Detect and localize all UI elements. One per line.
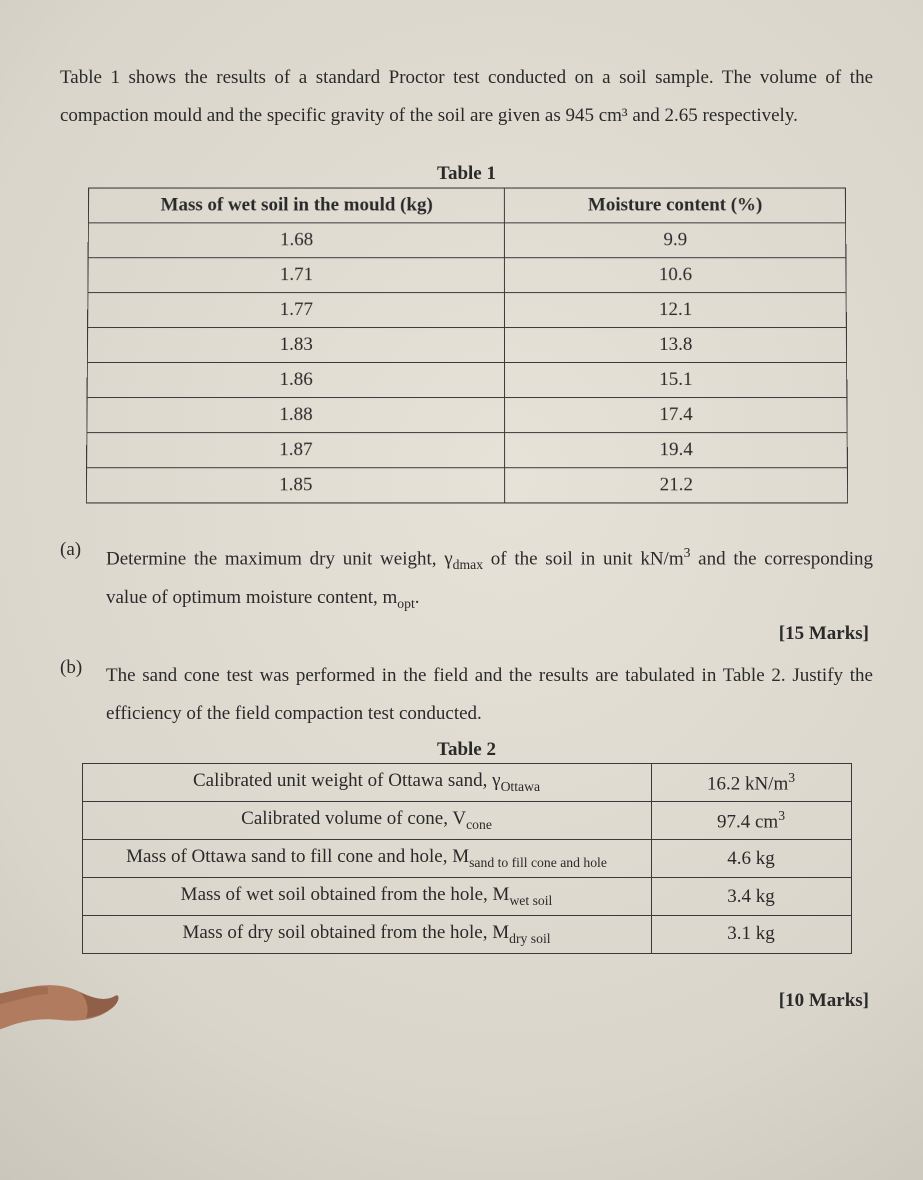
cell-mc: 13.8 xyxy=(504,328,846,363)
cell-mass: 1.85 xyxy=(86,468,505,503)
marks-b: [10 Marks] xyxy=(60,990,869,1012)
cell-value: 4.6 kg xyxy=(651,840,851,878)
cell-mc: 15.1 xyxy=(504,362,846,397)
table1: Mass of wet soil in the mould (kg) Moist… xyxy=(85,188,847,504)
qa-text: Determine the maximum dry unit weight, γ xyxy=(106,548,453,569)
cell-mass: 1.88 xyxy=(86,398,504,433)
table-row: 1.7110.6 xyxy=(87,258,845,293)
table2-caption: Table 2 xyxy=(60,739,873,761)
table-row: Mass of wet soil obtained from the hole,… xyxy=(82,878,851,916)
cell-label: Mass of dry soil obtained from the hole,… xyxy=(82,915,651,953)
cell-mass: 1.86 xyxy=(87,362,505,397)
cell-mass: 1.77 xyxy=(87,293,504,328)
table-row: 1.7712.1 xyxy=(87,293,846,328)
qa-text-after: . xyxy=(415,587,420,608)
cell-value: 16.2 kN/m3 xyxy=(651,763,851,801)
table-row: Calibrated volume of cone, Vcone97.4 cm3 xyxy=(82,802,851,840)
cell-mc: 10.6 xyxy=(504,258,845,293)
cell-mc: 21.2 xyxy=(505,468,848,503)
cell-label: Calibrated volume of cone, Vcone xyxy=(82,802,651,840)
question-a-body: Determine the maximum dry unit weight, γ… xyxy=(106,539,873,617)
qa-sub1: dmax xyxy=(453,557,483,572)
cell-value: 3.4 kg xyxy=(651,878,851,916)
table2: Calibrated unit weight of Ottawa sand, γ… xyxy=(82,763,852,954)
question-b-label: (b) xyxy=(60,657,106,733)
question-a: (a) Determine the maximum dry unit weigh… xyxy=(60,539,873,617)
exam-page: Table 1 shows the results of a standard … xyxy=(0,0,923,1180)
table-row: Calibrated unit weight of Ottawa sand, γ… xyxy=(82,763,851,801)
cell-mass: 1.87 xyxy=(86,433,504,468)
qa-text-mid1: of the soil in unit kN/m xyxy=(483,548,684,569)
table1-header-row: Mass of wet soil in the mould (kg) Moist… xyxy=(88,188,845,223)
cell-label: Calibrated unit weight of Ottawa sand, γ… xyxy=(82,763,651,801)
table-row: 1.8719.4 xyxy=(86,433,847,468)
cell-mass: 1.83 xyxy=(87,328,505,363)
table-row: 1.8521.2 xyxy=(86,468,847,503)
table-row: 1.689.9 xyxy=(88,223,846,258)
table1-header-mass: Mass of wet soil in the mould (kg) xyxy=(88,188,504,223)
cell-value: 3.1 kg xyxy=(651,915,851,953)
table1-header-mc: Moisture content (%) xyxy=(504,188,845,223)
table-row: 1.8817.4 xyxy=(86,398,846,433)
cell-mc: 9.9 xyxy=(504,223,845,258)
cell-mc: 12.1 xyxy=(504,293,845,328)
table-row: 1.8615.1 xyxy=(87,362,847,397)
cell-mass: 1.68 xyxy=(88,223,505,258)
marks-a: [15 Marks] xyxy=(60,623,869,645)
cell-mc: 19.4 xyxy=(505,433,847,468)
cell-mass: 1.71 xyxy=(87,258,504,293)
table-row: Mass of Ottawa sand to fill cone and hol… xyxy=(82,840,851,878)
qa-sub2: opt xyxy=(397,595,414,610)
table1-caption: Table 1 xyxy=(60,163,873,185)
question-b: (b) The sand cone test was performed in … xyxy=(60,657,873,733)
question-a-label: (a) xyxy=(60,539,106,617)
table-row: 1.8313.8 xyxy=(87,328,846,363)
intro-paragraph: Table 1 shows the results of a standard … xyxy=(60,59,873,135)
cell-label: Mass of wet soil obtained from the hole,… xyxy=(82,878,651,916)
question-b-body: The sand cone test was performed in the … xyxy=(106,657,873,733)
cell-label: Mass of Ottawa sand to fill cone and hol… xyxy=(82,840,651,878)
cell-mc: 17.4 xyxy=(504,398,846,433)
cell-value: 97.4 cm3 xyxy=(651,802,851,840)
table-row: Mass of dry soil obtained from the hole,… xyxy=(82,915,851,953)
